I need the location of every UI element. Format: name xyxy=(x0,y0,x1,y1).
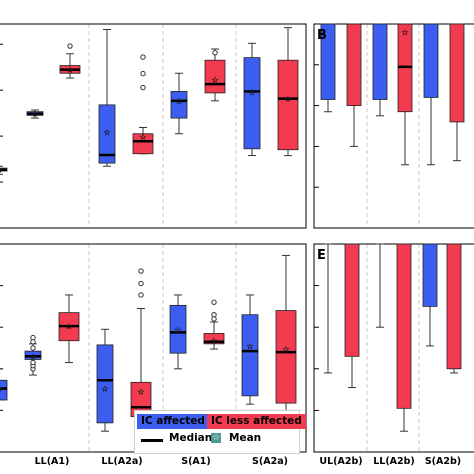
box-sa2a-less-affected xyxy=(275,310,297,404)
box-sa2b-affected xyxy=(422,243,438,307)
box-lla2a-affected xyxy=(98,104,116,164)
legend-mean: Mean xyxy=(229,432,262,444)
box-lla2a-less-affected xyxy=(132,133,154,155)
box-lla2b-less-affected xyxy=(396,243,412,409)
panel-0-frame xyxy=(0,23,307,229)
box-lla2b-affected xyxy=(372,23,388,100)
box-sa2b-less-affected xyxy=(446,243,462,370)
box-lla2a-less-affected-outlier xyxy=(138,268,144,274)
x-tick-label: S(A2b) xyxy=(425,456,461,467)
box-ula2b-less-affected xyxy=(346,23,362,106)
panel-1-frame xyxy=(313,23,474,229)
box-lla2b-less-affected-mean: ☆ xyxy=(401,28,408,37)
box-sa1-less-affected-outlier xyxy=(211,312,217,318)
box-sa1-affected xyxy=(169,304,187,354)
box-lla1-affected-mean: ☆ xyxy=(31,110,38,119)
box-sa2b-affected xyxy=(423,23,439,98)
box-lla1-affected-mean: ☆ xyxy=(29,352,36,361)
box-sa2a-affected xyxy=(243,57,261,150)
x-tick-label: S(A2a) xyxy=(252,456,288,467)
legend-affected: IC affected xyxy=(137,414,209,429)
box-sa1-less-affected-outlier xyxy=(211,299,217,305)
box-lla2a-affected-mean: ☆ xyxy=(103,128,110,137)
box-sa1-affected-mean: ☆ xyxy=(174,325,181,334)
box-sa2a-affected-mean: ☆ xyxy=(248,88,255,97)
box-lla2a-less-affected-outlier xyxy=(138,280,144,287)
panel-label-e: E xyxy=(317,248,326,263)
box-sa2a-less-affected-mean: ☆ xyxy=(284,95,291,104)
box-sa1-less-affected-mean: ☆ xyxy=(211,75,218,84)
box-sa2b-less-affected xyxy=(449,23,465,123)
box-sa2a-affected-mean: ☆ xyxy=(246,342,253,351)
box-ula2b-affected xyxy=(320,23,336,100)
box-sa1-less-affected xyxy=(203,333,225,345)
legend-median: Median xyxy=(169,432,213,444)
box-lla2a-less-affected-outlier xyxy=(138,292,144,298)
box-lla1-less-affected-mean: ☆ xyxy=(66,66,73,75)
box-sa1-less-affected-outlier xyxy=(212,49,218,56)
x-tick-label: LL(A2b) xyxy=(373,456,415,467)
x-tick-label: LL(A1) xyxy=(35,456,70,467)
box-lla2a-affected-mean: ☆ xyxy=(101,385,108,394)
box-lla1-affected-outlier xyxy=(30,334,36,341)
x-tick-label: S(A1) xyxy=(181,456,211,467)
box-sa2a-less-affected xyxy=(277,59,299,151)
box-lla2a-less-affected-outlier xyxy=(140,54,146,60)
box-ula1-affected-mean: ☆ xyxy=(0,385,3,394)
box-sa2a-less-affected-mean: ☆ xyxy=(282,345,289,354)
box-ula2b-less-affected xyxy=(344,243,360,357)
box-sa1-affected-mean: ☆ xyxy=(175,97,182,106)
box-sa1-less-affected-mean: ☆ xyxy=(210,337,217,346)
legend-less-affected: IC less affected xyxy=(207,414,306,429)
box-ula1-affected-mean: ☆ xyxy=(0,166,3,175)
box-lla2a-affected xyxy=(96,344,114,424)
legend: IC affected IC less affected Median ☆ Me… xyxy=(134,410,306,454)
box-ula1-affected xyxy=(0,379,8,401)
box-lla1-affected-outlier xyxy=(30,359,36,366)
x-tick-label: UL(A2b) xyxy=(319,456,362,467)
box-sa2a-affected xyxy=(241,314,259,397)
box-lla2a-less-affected-outlier xyxy=(140,84,146,91)
box-lla2a-less-affected-mean: ☆ xyxy=(137,388,144,397)
box-lla1-less-affected-mean: ☆ xyxy=(65,322,72,331)
legend-median-swatch xyxy=(141,439,163,442)
panel-label-b: B xyxy=(317,28,327,43)
panel-3-frame xyxy=(313,243,474,453)
legend-mean-swatch: ☆ xyxy=(211,433,221,443)
x-tick-label: LL(A2a) xyxy=(101,456,142,467)
box-sa1-affected xyxy=(170,91,188,119)
box-lla2a-less-affected-mean: ☆ xyxy=(139,132,146,141)
box-lla2a-less-affected-outlier xyxy=(140,70,146,77)
box-lla1-affected-outlier xyxy=(30,345,36,351)
box-lla1-less-affected-outlier xyxy=(67,43,73,49)
